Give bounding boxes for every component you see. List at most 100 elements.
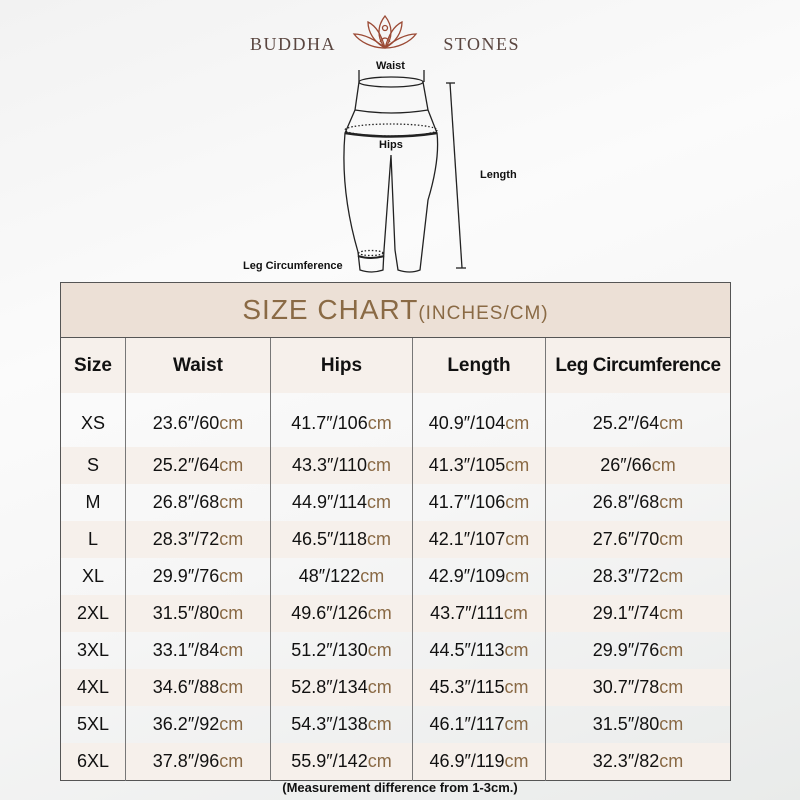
unit: cm [505,566,530,586]
measurement-cell: 26″/66cm [545,447,731,484]
measurement-cell: 37.8″/96cm [125,743,271,781]
measurement-cell: 41.7″/106cm [270,393,413,447]
value: 28.3″/72 [152,529,220,549]
value: 25.2″/64 [592,412,660,433]
value: 55.9″/142 [291,751,368,771]
value: 37.8″/96 [152,751,220,771]
size-cell: 6XL [60,743,126,781]
waist-label: Waist [376,60,405,72]
value: 29.9″/76 [152,566,220,586]
value: 46.5″/118 [291,529,368,549]
column-header: Size [60,337,126,393]
measurement-cell: 26.8″/68cm [125,484,271,521]
measurement-cell: 41.7″/106cm [412,484,546,521]
unit: cm [505,455,530,475]
column-header: Hips [270,337,413,393]
value: 48″/122 [298,566,361,586]
value: 32.3″/82 [592,751,660,771]
value: 29.1″/74 [592,603,660,623]
unit: cm [504,677,529,697]
unit: cm [505,412,530,433]
size-cell: S [60,447,126,484]
value: 26″/66 [600,455,652,475]
unit: cm [659,751,684,771]
pants-diagram: Waist Hips Length Leg Circumference [0,0,800,285]
unit: cm [367,455,392,475]
measurement-cell: 45.3″/115cm [412,669,546,706]
size-chart-table: SIZE CHART(INCHES/CM) Size Waist Hips Lengt… [60,282,731,781]
unit: cm [367,603,392,623]
unit: cm [219,640,244,660]
measurement-cell: 31.5″/80cm [125,595,271,632]
measurement-cell: 46.5″/118cm [270,521,413,558]
unit: cm [659,714,684,734]
unit: cm [659,566,684,586]
unit: cm [367,640,392,660]
unit: cm [367,492,392,512]
table-row: 6XL 37.8″/96cm 55.9″/142cm 46.9″/119cm 32.3″… [60,743,731,781]
measurement-cell: 51.2″/130cm [270,632,413,669]
value: 45.3″/115 [429,677,505,697]
value: 23.6″/60 [152,412,220,433]
measurement-cell: 31.5″/80cm [546,706,731,743]
measurement-cell: 54.3″/138cm [270,706,413,743]
measurement-cell: 55.9″/142cm [270,743,413,781]
measurement-cell: 46.1″/117cm [412,706,546,743]
lotus-meditation-icon [352,14,418,50]
unit: cm [219,677,244,697]
unit: cm [503,603,528,623]
value: 31.5″/80 [152,603,220,623]
brand-left: BUDDHA [250,34,337,54]
value: 26.8″/68 [592,492,660,512]
value: 49.6″/126 [291,603,368,623]
measurement-cell: 49.6″/126cm [270,595,413,632]
table-row: XS 23.6″/60cm 41.7″/106cm 40.9″/104cm 25.2″/… [60,393,731,447]
value: 51.2″/130 [291,640,368,660]
value: 41.3″/105 [428,455,506,475]
measurement-cell: 25.2″/64cm [125,447,271,484]
unit: cm [659,640,684,660]
unit: cm [504,640,529,660]
value: 41.7″/106 [428,492,506,512]
measurement-cell: 33.1″/84cm [125,632,271,669]
measurement-note: (Measurement difference from 1-3cm.) [282,780,518,795]
value: 33.1″/84 [152,640,220,660]
unit: cm [659,492,684,512]
unit: cm [659,412,684,433]
table-row: XL 29.9″/76cm 48″/122cm 42.9″/109cm 28.3″/72… [60,558,731,595]
brand-right: STONES [443,34,520,54]
unit: cm [360,566,385,586]
measurement-cell: 25.2″/64cm [546,393,731,447]
value: 25.2″/64 [152,455,220,475]
measurement-cell: 43.3″/110cm [270,447,413,484]
table-row: S 25.2″/64cm 43.3″/110cm 41.3″/105cm 26″/66c… [60,447,731,484]
size-cell: M [60,484,126,521]
value: 42.9″/109 [428,566,506,586]
unit: cm [219,529,244,549]
value: 43.3″/110 [291,455,368,475]
measurement-cell: 28.3″/72cm [546,558,731,595]
unit: cm [659,529,684,549]
column-header: Waist [125,337,271,393]
value: 40.9″/104 [428,412,506,433]
measurement-cell: 48″/122cm [270,558,413,595]
measurement-cell: 42.1″/107cm [412,521,546,558]
value: 43.7″/111 [430,603,504,623]
size-cell: 5XL [60,706,126,743]
measurement-cell: 30.7″/78cm [545,669,731,706]
unit: cm [367,412,392,433]
value: 29.9″/76 [592,640,660,660]
value: 36.2″/92 [152,714,220,734]
measurement-cell: 42.9″/109cm [412,558,546,595]
unit: cm [367,714,392,734]
unit: cm [659,677,684,697]
measurement-cell: 29.1″/74cm [545,595,731,632]
value: 52.8″/134 [291,677,368,697]
value: 42.1″/107 [428,529,506,549]
measurement-cell: 27.6″/70cm [545,521,731,558]
unit: cm [219,566,244,586]
unit: cm [367,751,392,771]
size-cell: XS [60,393,126,447]
value: 28.3″/72 [592,566,660,586]
column-header: Leg Circumference [545,337,731,393]
